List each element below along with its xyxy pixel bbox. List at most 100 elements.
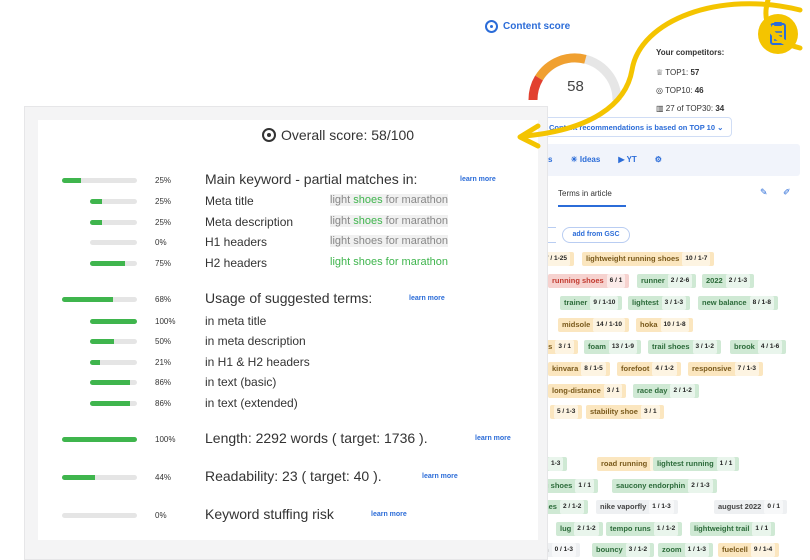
- learn-more-link[interactable]: learn more: [460, 176, 496, 183]
- term-count: 3 / 1: [555, 340, 574, 354]
- term-label: lightweight running shoes: [586, 254, 680, 263]
- competitor-top30: ▥ 27 of TOP30: 34: [656, 104, 725, 113]
- term-chip[interactable]: new balance 8 / 1-8: [698, 296, 779, 310]
- learn-more-link[interactable]: learn more: [475, 435, 511, 442]
- learn-more-link[interactable]: learn more: [409, 295, 445, 302]
- progress-fill: [90, 319, 137, 324]
- add-from-gsc-button[interactable]: add from GSC: [562, 227, 630, 243]
- term-label: midsole: [562, 320, 591, 329]
- competitors-box: Your competitors: ♕ TOP1: 57 ◎ TOP10: 46…: [656, 44, 724, 118]
- term-count: 9 / 1-4: [750, 543, 776, 557]
- term-label: running shoes: [552, 276, 604, 285]
- term-chip[interactable]: lightweight running shoes 10 / 1-7: [582, 252, 715, 266]
- term-label: 2022: [706, 276, 723, 285]
- term-label: trainer: [564, 298, 588, 307]
- tab-settings[interactable]: ⚙: [654, 155, 662, 164]
- term-chip[interactable]: lug 2 / 1-2: [556, 522, 603, 536]
- keyword-preview: light shoes for marathon: [330, 256, 449, 268]
- term-count: 0 / 1: [764, 500, 784, 514]
- term-chip[interactable]: forefoot 4 / 1-2: [617, 362, 681, 376]
- term-count: 3 / 1-3: [661, 296, 687, 310]
- term-chip[interactable]: zoom 1 / 1-3: [658, 543, 714, 557]
- term-chip[interactable]: midsole 14 / 1-10: [558, 318, 630, 332]
- tab-yt[interactable]: ▶ YT: [618, 155, 637, 164]
- term-chip[interactable]: bouncy 3 / 1-2: [592, 543, 655, 557]
- term-chip[interactable]: 5 / 1-3: [550, 405, 583, 419]
- term-chip[interactable]: trail shoes 3 / 1-2: [648, 340, 721, 354]
- term-chip[interactable]: 2022 2 / 1-3: [702, 274, 755, 288]
- metric-label: in text (extended): [205, 396, 298, 410]
- pin-icon[interactable]: ✎: [760, 187, 768, 197]
- learn-more-link[interactable]: learn more: [422, 473, 458, 480]
- term-count: 7 / 1-3: [734, 362, 760, 376]
- competitors-heading: Your competitors:: [656, 48, 725, 57]
- term-label: nike vaporfly: [600, 502, 647, 511]
- term-chip[interactable]: trainer 9 / 1-10: [560, 296, 623, 310]
- percent-label: 75%: [155, 259, 172, 268]
- overall-score: Overall score: 58/100: [262, 127, 414, 143]
- term-count: 10 / 1-7: [682, 252, 711, 266]
- progress-bar: [62, 297, 137, 302]
- term-chip[interactable]: lightest running 1 / 1: [653, 457, 740, 471]
- term-count: 13 / 1-9: [608, 340, 637, 354]
- terms-in-article-tab[interactable]: Terms in article: [558, 189, 612, 198]
- term-chip[interactable]: hes 2 / 1-2: [540, 500, 589, 514]
- term-chip[interactable]: brook 4 / 1-6: [730, 340, 787, 354]
- term-chip[interactable]: stability shoe 3 / 1: [586, 405, 664, 419]
- learn-more-link[interactable]: learn more: [371, 511, 407, 518]
- progress-fill: [90, 261, 126, 266]
- progress-fill: [62, 475, 95, 480]
- progress-bar: [90, 261, 137, 266]
- progress-fill: [90, 380, 131, 385]
- score-breakdown-panel: [38, 120, 538, 540]
- score-gauge: [528, 53, 622, 101]
- section-title: Usage of suggested terms:: [205, 290, 373, 306]
- term-count: 8 / 1-5: [581, 362, 606, 376]
- progress-bar: [90, 360, 137, 365]
- term-chip[interactable]: fuelcell 9 / 1-4: [718, 543, 780, 557]
- term-chip[interactable]: long-distance 3 / 1: [548, 384, 627, 398]
- metric-label: in meta title: [205, 314, 267, 328]
- term-chip[interactable]: es 3 / 1: [540, 340, 578, 354]
- metric-label: in text (basic): [205, 375, 277, 389]
- percent-label: 25%: [155, 218, 172, 227]
- term-chip[interactable]: g shoes 1 / 1: [540, 479, 598, 493]
- term-label: saucony endorphin: [616, 481, 686, 490]
- term-count: 1 / 1: [752, 522, 772, 536]
- progress-bar: [62, 475, 137, 480]
- term-chip[interactable]: august 2022 0 / 1: [714, 500, 788, 514]
- edit-icon[interactable]: ✐: [783, 187, 791, 197]
- term-chip[interactable]: runner 2 / 2-6: [637, 274, 697, 288]
- metric-label: H2 headers: [205, 256, 268, 270]
- progress-fill: [90, 339, 114, 344]
- term-chip[interactable]: kinvara 8 / 1-5: [548, 362, 610, 376]
- term-count: 1 / 1-3: [649, 500, 674, 514]
- term-chip[interactable]: 1-3: [544, 457, 568, 471]
- term-chip[interactable]: lightweight trail 1 / 1: [690, 522, 776, 536]
- term-chip[interactable]: hoka 10 / 1-8: [636, 318, 693, 332]
- term-chip[interactable]: tempo runs 1 / 1-2: [606, 522, 683, 536]
- term-label: road running: [601, 459, 648, 468]
- term-chip[interactable]: running shoes 6 / 1: [548, 274, 630, 288]
- tab-terms[interactable]: s: [548, 155, 553, 164]
- progress-fill: [62, 297, 113, 302]
- term-chip[interactable]: race day 2 / 1-2: [633, 384, 699, 398]
- term-count: 3 / 1: [640, 405, 660, 419]
- term-chip[interactable]: lightest 3 / 1-3: [628, 296, 691, 310]
- keyword-preview: light shoes for marathon: [330, 194, 449, 206]
- tab-ideas[interactable]: ☀ Ideas: [570, 155, 601, 164]
- target-icon: [262, 128, 276, 142]
- percent-label: 68%: [155, 295, 172, 304]
- term-chip[interactable]: foam 13 / 1-9: [584, 340, 641, 354]
- term-label: lightest running: [657, 459, 714, 468]
- term-label: race day: [637, 386, 668, 395]
- term-label: lightweight trail: [694, 524, 750, 533]
- term-chip[interactable]: saucony endorphin 2 / 1-3: [612, 479, 717, 493]
- term-count: 7 / 1-25: [542, 252, 571, 266]
- competitor-top10: ◎ TOP10: 46: [656, 86, 704, 95]
- term-count: 2 / 1-3: [688, 479, 713, 493]
- tabs: s ☀ Ideas ▶ YT ⚙: [548, 155, 662, 164]
- term-chip[interactable]: nike vaporfly 1 / 1-3: [596, 500, 678, 514]
- term-count: 1 / 1: [716, 457, 736, 471]
- term-chip[interactable]: responsive 7 / 1-3: [688, 362, 764, 376]
